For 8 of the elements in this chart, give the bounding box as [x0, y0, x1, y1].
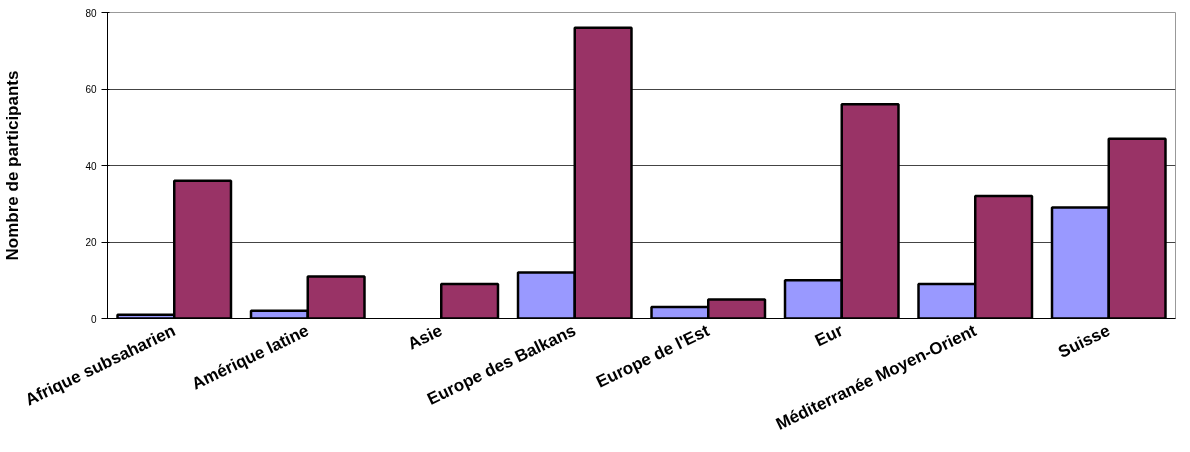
y-tick-label: 80: [85, 7, 97, 19]
x-tick-label: Asie: [404, 320, 446, 354]
x-tick-label: Eur: [812, 320, 847, 351]
y-tick-label: 0: [90, 313, 97, 325]
y-tick-label: 40: [85, 160, 97, 172]
y-tick-label: 60: [85, 84, 97, 95]
y-axis-title: Nombre de participants: [3, 70, 23, 261]
y-tick-label: 20: [85, 237, 97, 248]
